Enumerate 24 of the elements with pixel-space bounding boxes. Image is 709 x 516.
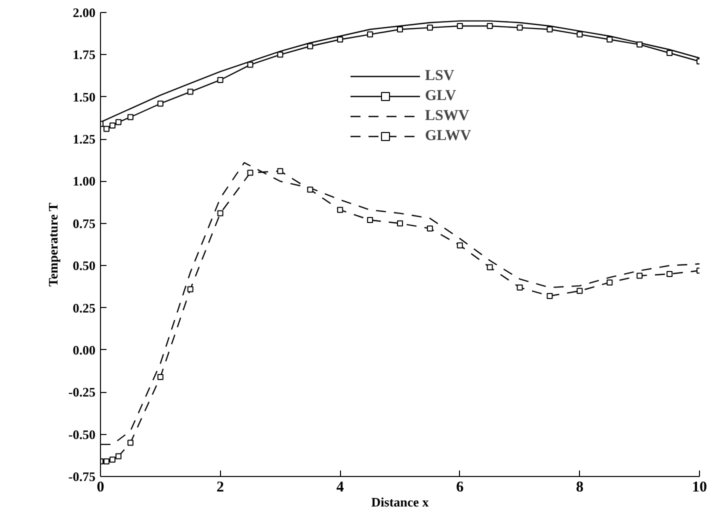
- y-axis-title: Temperature T: [45, 202, 60, 287]
- y-tick-label: -0.50: [68, 426, 96, 442]
- x-tick-label: 2: [216, 480, 224, 496]
- y-tick-label: 1.00: [72, 174, 96, 189]
- legend-label: GLV: [425, 88, 456, 104]
- y-tick-label: 2.00: [72, 5, 96, 20]
- y-tick-label: 0.25: [72, 300, 96, 316]
- y-tick-label: 1.50: [72, 89, 96, 104]
- x-tick-label: 10: [692, 480, 707, 496]
- x-axis-title: Distance x: [371, 494, 430, 510]
- y-tick-label: 0.00: [72, 342, 96, 358]
- x-tick-label: 0: [96, 480, 104, 496]
- legend-label: GLWV: [425, 128, 472, 144]
- y-tick-label: 1.25: [72, 132, 96, 147]
- legend-label: LSWV: [425, 108, 470, 124]
- x-tick-label: 8: [576, 480, 584, 496]
- y-tick-label: 1.75: [72, 47, 96, 62]
- x-tick-label: 4: [336, 480, 344, 496]
- y-tick-label: -0.25: [68, 384, 96, 400]
- y-tick-label: -0.75: [68, 469, 96, 484]
- y-tick-label: 0.75: [72, 216, 96, 231]
- legend-label: LSV: [425, 68, 454, 84]
- x-tick-label: 6: [456, 480, 464, 496]
- y-tick-label: 0.50: [72, 258, 96, 274]
